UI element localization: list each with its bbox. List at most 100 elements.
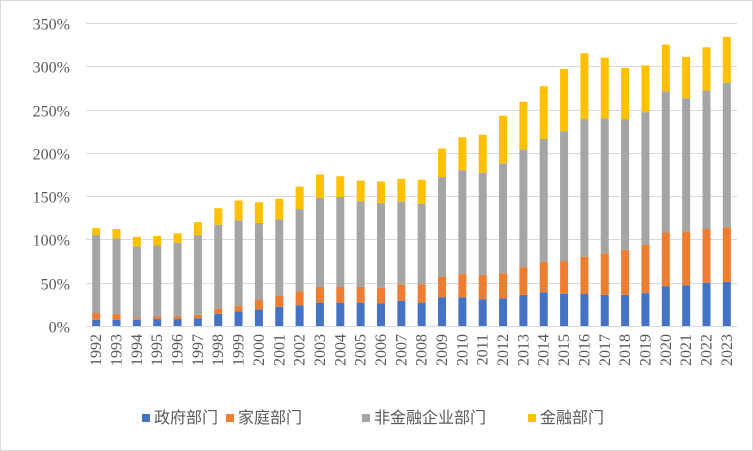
bar-stack-2004 (336, 176, 345, 326)
bar-stack-1998 (214, 208, 223, 326)
bar-segment-2-2018 (621, 119, 630, 250)
bar-segment-2-1994 (132, 246, 141, 319)
bar-segment-0-2000 (254, 309, 263, 326)
bar-segment-3-2013 (519, 101, 528, 150)
bar-segment-3-2023 (722, 36, 731, 83)
x-tick-label: 1999 (231, 334, 248, 366)
bar-segment-1-2017 (600, 253, 609, 295)
bar-segment-3-2001 (275, 198, 284, 220)
bar-segment-0-1998 (214, 313, 223, 326)
y-tick-label: 150% (33, 190, 70, 207)
y-tick-label: 250% (33, 104, 70, 121)
bars (92, 36, 731, 326)
bar-segment-1-2001 (275, 295, 284, 307)
legend-label: 非金融企业部门 (374, 408, 486, 427)
bar-stack-2023 (722, 36, 731, 326)
bar-segment-3-2021 (682, 56, 691, 99)
bar-segment-0-1999 (234, 311, 243, 326)
bar-segment-2-2015 (560, 131, 569, 262)
x-tick-label: 2012 (495, 334, 512, 366)
bar-segment-3-1999 (234, 200, 243, 221)
legend-item: 家庭部门 (226, 408, 302, 427)
y-axis: 0% 50% 100% 150% 200% 250% 300% 350% (33, 17, 70, 337)
y-tick-label: 100% (33, 233, 70, 250)
bar-stack-2007 (397, 178, 406, 326)
bar-stack-2006 (376, 181, 385, 326)
bar-segment-3-2000 (254, 202, 263, 223)
bar-stack-2014 (539, 86, 548, 326)
bar-stack-2019 (641, 65, 650, 326)
bar-segment-3-2020 (661, 44, 670, 92)
bar-segment-0-1992 (92, 319, 101, 326)
bar-segment-2-2003 (315, 197, 324, 288)
bar-segment-2-2023 (722, 82, 731, 228)
x-tick-label: 2006 (373, 334, 390, 366)
x-tick-label: 1998 (210, 334, 227, 366)
x-tick-label: 2020 (658, 334, 675, 366)
bar-segment-2-2017 (600, 118, 609, 254)
bar-segment-0-2008 (417, 302, 426, 326)
bar-segment-1-2023 (722, 227, 731, 282)
bar-stack-2020 (661, 44, 670, 326)
bar-segment-3-2005 (356, 180, 365, 202)
bar-segment-0-1993 (112, 319, 121, 326)
bar-segment-2-1995 (153, 245, 162, 317)
bar-segment-0-2023 (722, 281, 731, 326)
bar-segment-1-2016 (580, 256, 589, 294)
x-tick-label: 2022 (698, 334, 715, 366)
y-tick-label: 200% (33, 147, 70, 164)
legend-item: 非金融企业部门 (362, 408, 486, 427)
bar-stack-2011 (478, 134, 487, 326)
x-tick-label: 1992 (88, 334, 105, 366)
x-tick-label: 2011 (475, 334, 492, 365)
bar-segment-2-2014 (539, 139, 548, 262)
bar-segment-0-2001 (275, 306, 284, 326)
bar-segment-0-2002 (295, 305, 304, 326)
y-tick-label: 350% (33, 17, 70, 34)
bar-segment-2-2012 (499, 163, 508, 274)
bar-stack-2001 (275, 198, 284, 326)
bar-segment-1-2011 (478, 274, 487, 300)
bar-segment-3-2008 (417, 179, 426, 204)
bar-segment-2-2013 (519, 149, 528, 268)
x-tick-label: 2019 (637, 334, 654, 366)
bar-segment-0-1994 (132, 319, 141, 326)
bar-segment-0-2007 (397, 300, 406, 326)
bar-stack-2010 (458, 137, 467, 326)
bar-segment-2-2016 (580, 119, 589, 257)
bar-segment-1-1999 (234, 306, 243, 312)
bar-segment-2-2009 (438, 177, 447, 277)
bar-segment-0-2014 (539, 292, 548, 326)
bar-stack-1999 (234, 200, 243, 326)
bar-segment-0-2004 (336, 302, 345, 326)
bar-segment-1-2014 (539, 261, 548, 293)
bar-stack-1992 (92, 228, 101, 326)
bar-segment-1-1997 (193, 314, 202, 319)
bar-segment-3-2009 (438, 148, 447, 178)
bar-segment-1-2004 (336, 287, 345, 303)
bar-segment-2-1996 (173, 242, 182, 317)
x-tick-label: 2010 (454, 334, 471, 366)
bar-segment-1-2020 (661, 232, 670, 287)
legend-label: 政府部门 (154, 408, 218, 427)
bar-segment-2-2001 (275, 219, 284, 296)
legend-swatch (142, 414, 150, 422)
bar-segment-0-2022 (702, 282, 711, 326)
bar-segment-0-2003 (315, 302, 324, 326)
bar-segment-0-2016 (580, 293, 589, 326)
bar-segment-1-1996 (173, 316, 182, 320)
x-tick-label: 2004 (332, 334, 349, 366)
x-tick-label: 2017 (597, 334, 614, 366)
bar-segment-3-1998 (214, 208, 223, 225)
bar-segment-3-2003 (315, 174, 324, 198)
bar-segment-1-2007 (397, 284, 406, 301)
bar-stack-2013 (519, 101, 528, 326)
x-tick-label: 1993 (109, 334, 126, 366)
bar-segment-2-2000 (254, 222, 263, 301)
bar-stack-1996 (173, 233, 182, 326)
bar-stack-2015 (560, 68, 569, 326)
bar-segment-0-2020 (661, 286, 670, 326)
bar-segment-0-2021 (682, 285, 691, 326)
bar-segment-1-2022 (702, 229, 711, 283)
